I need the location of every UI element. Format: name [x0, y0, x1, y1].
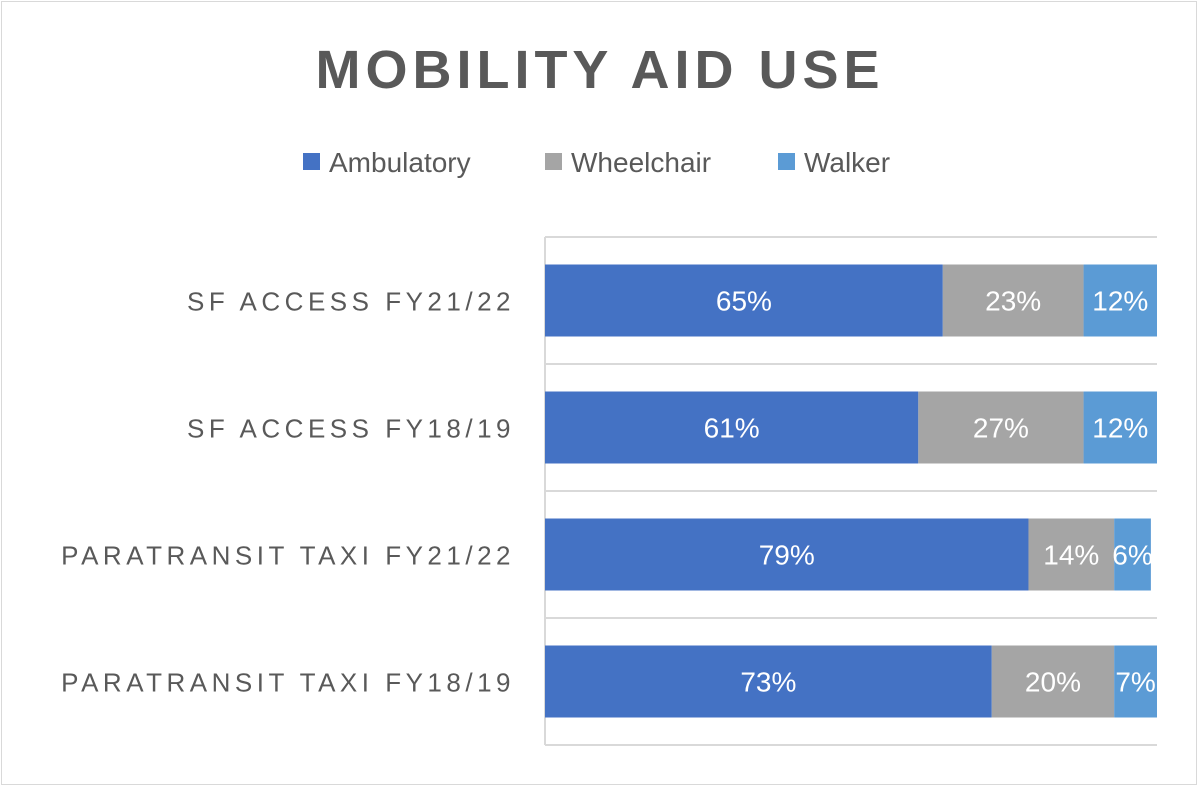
bar-ambulatory [545, 518, 1029, 591]
bar-walker [1083, 391, 1157, 464]
chart-title: MOBILITY AID USE [315, 40, 884, 100]
category-label: PARATRANSIT TAXI FY21/22 [61, 541, 515, 571]
legend-label-wheelchair: Wheelchair [571, 147, 711, 178]
data-label: 73% [740, 667, 796, 698]
data-label: 79% [759, 540, 815, 571]
legend-swatch-wheelchair [545, 153, 562, 170]
bar-ambulatory [545, 264, 943, 337]
legend-label-walker: Walker [804, 147, 890, 178]
bar-wheelchair [1028, 518, 1115, 591]
bar-walker [1083, 264, 1157, 337]
bar-walker [1114, 518, 1151, 591]
category-label: SF ACCESS FY21/22 [187, 287, 515, 317]
bar-wheelchair [942, 264, 1084, 337]
data-label: 23% [985, 286, 1041, 317]
bar-wheelchair [991, 645, 1115, 718]
data-label: 20% [1025, 667, 1081, 698]
data-label: 12% [1092, 286, 1148, 317]
data-label: 27% [973, 413, 1029, 444]
data-label: 61% [704, 413, 760, 444]
bar-walker [1114, 645, 1157, 718]
bar-ambulatory [545, 645, 992, 718]
data-label: 14% [1043, 540, 1099, 571]
category-label: SF ACCESS FY18/19 [187, 414, 515, 444]
category-label: PARATRANSIT TAXI FY18/19 [61, 668, 515, 698]
data-label: 12% [1092, 413, 1148, 444]
category-labels: SF ACCESS FY21/22 SF ACCESS FY18/19 PARATR… [61, 287, 515, 698]
legend: Ambulatory Wheelchair Walker [303, 147, 890, 178]
data-label: 65% [716, 286, 772, 317]
legend-label-ambulatory: Ambulatory [329, 147, 471, 178]
data-label: 6% [1112, 540, 1152, 571]
bar-ambulatory [545, 391, 919, 464]
data-label: 7% [1115, 667, 1155, 698]
legend-swatch-walker [778, 153, 795, 170]
bars: 65% 23% 12% 61% 27% 12% 79% 14% 6% 73% 20% 7% [545, 264, 1157, 718]
bar-wheelchair [918, 391, 1084, 464]
legend-swatch-ambulatory [303, 153, 320, 170]
